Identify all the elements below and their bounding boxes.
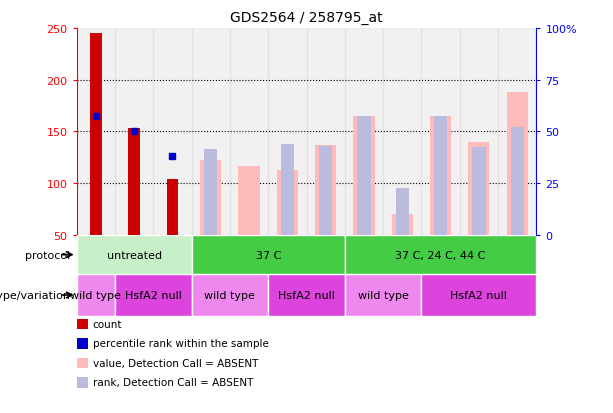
Bar	[191, 275, 230, 316]
Bar	[383, 235, 422, 275]
Bar	[115, 275, 153, 316]
Text: wild type: wild type	[70, 290, 121, 300]
Bar	[268, 275, 345, 316]
Text: value, Detection Call = ABSENT: value, Detection Call = ABSENT	[93, 358, 258, 368]
Text: wild type: wild type	[205, 290, 255, 300]
Bar	[153, 235, 191, 275]
Bar	[115, 29, 153, 235]
Text: HsfA2 null: HsfA2 null	[278, 290, 335, 300]
Bar	[277, 170, 298, 235]
Text: untreated: untreated	[107, 250, 162, 260]
Bar	[319, 147, 332, 235]
Text: HsfA2 null: HsfA2 null	[451, 290, 508, 300]
Bar	[345, 235, 383, 275]
Text: HsfA2 null: HsfA2 null	[125, 290, 181, 300]
Bar	[460, 29, 498, 235]
Bar	[422, 275, 536, 316]
Bar	[268, 275, 306, 316]
Bar	[230, 235, 268, 275]
Bar	[306, 235, 345, 275]
Bar	[153, 29, 191, 235]
Bar	[167, 180, 178, 235]
Bar	[498, 29, 536, 235]
Bar	[460, 235, 498, 275]
Bar	[306, 29, 345, 235]
Bar	[306, 275, 345, 316]
Bar	[507, 93, 528, 235]
Bar	[422, 29, 460, 235]
Bar	[422, 235, 460, 275]
Bar	[115, 275, 191, 316]
Bar	[77, 275, 115, 316]
Bar	[77, 29, 115, 235]
Bar	[357, 116, 371, 235]
Bar	[511, 128, 524, 235]
Bar	[472, 148, 485, 235]
Bar	[268, 29, 306, 235]
Text: rank, Detection Call = ABSENT: rank, Detection Call = ABSENT	[93, 377, 253, 387]
Bar	[238, 166, 259, 235]
Text: protocol: protocol	[25, 250, 70, 260]
Bar	[230, 275, 268, 316]
Bar	[392, 215, 413, 235]
Bar	[191, 275, 268, 316]
Bar	[383, 29, 422, 235]
Bar	[77, 235, 115, 275]
Text: percentile rank within the sample: percentile rank within the sample	[93, 339, 268, 349]
Bar	[204, 150, 218, 235]
Bar	[354, 116, 375, 235]
Bar	[345, 29, 383, 235]
Bar	[77, 275, 115, 316]
Bar	[268, 235, 306, 275]
Bar	[200, 161, 221, 235]
Bar	[345, 275, 422, 316]
Title: GDS2564 / 258795_at: GDS2564 / 258795_at	[230, 11, 383, 25]
Bar	[345, 275, 383, 316]
Bar	[115, 235, 153, 275]
Bar	[460, 275, 498, 316]
Bar	[430, 116, 451, 235]
Bar	[281, 145, 294, 235]
Bar	[383, 275, 422, 316]
Bar	[395, 189, 409, 235]
Bar	[90, 34, 102, 235]
Bar	[422, 275, 460, 316]
Bar	[468, 142, 489, 235]
Bar	[153, 275, 191, 316]
Bar	[498, 235, 536, 275]
Bar	[191, 29, 230, 235]
Bar	[128, 129, 140, 235]
Bar	[315, 146, 336, 235]
Bar	[230, 29, 268, 235]
Bar	[191, 235, 345, 275]
Text: 37 C: 37 C	[256, 250, 281, 260]
Bar	[434, 116, 447, 235]
Text: count: count	[93, 319, 122, 329]
Bar	[191, 235, 230, 275]
Bar	[345, 235, 536, 275]
Bar	[498, 275, 536, 316]
Text: wild type: wild type	[358, 290, 408, 300]
Bar	[77, 235, 191, 275]
Text: 37 C, 24 C, 44 C: 37 C, 24 C, 44 C	[395, 250, 485, 260]
Text: genotype/variation: genotype/variation	[0, 290, 70, 300]
